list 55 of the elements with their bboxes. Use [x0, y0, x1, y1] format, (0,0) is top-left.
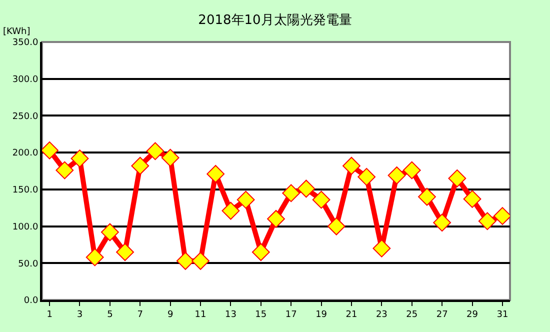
y-tick-label: 350.0: [12, 38, 38, 48]
point: [372, 239, 391, 258]
point: [342, 156, 360, 175]
point: [206, 165, 225, 183]
x-tick-label: 9: [167, 310, 174, 320]
point: [116, 243, 134, 262]
point: [192, 252, 210, 270]
x-tick-label: 17: [285, 310, 297, 320]
x-tick-label: 5: [107, 310, 113, 320]
x-tick-label: 3: [76, 310, 83, 320]
point: [297, 180, 316, 198]
x-tick-label: 15: [255, 310, 267, 320]
point: [252, 243, 270, 262]
y-tick-label: 200.0: [12, 148, 38, 159]
x-tick-label: 31: [496, 310, 508, 320]
point: [478, 212, 496, 230]
x-tick-label: 1: [46, 310, 52, 320]
point: [222, 202, 240, 220]
point: [131, 156, 150, 175]
chart-title: 2018年10月太陽光発電量: [198, 13, 352, 28]
x-tick-label: 11: [194, 310, 206, 320]
point: [327, 217, 346, 236]
y-axis-title: [KWh]: [3, 27, 30, 37]
point: [86, 248, 104, 266]
point: [433, 214, 452, 232]
y-tick-label: 300.0: [12, 75, 38, 86]
point: [388, 166, 406, 184]
point: [312, 190, 330, 209]
x-tick-label: 7: [137, 310, 143, 320]
y-tick-label: 100.0: [12, 222, 38, 232]
point: [236, 190, 255, 209]
point: [161, 148, 180, 167]
x-tick-label: 19: [316, 310, 328, 320]
x-tick-label: 25: [406, 310, 418, 320]
point: [282, 184, 300, 202]
x-tick-label: 23: [376, 310, 388, 320]
y-tick-label: 150.0: [12, 186, 38, 196]
point: [56, 161, 74, 180]
x-tick-label: 29: [466, 310, 478, 320]
point: [448, 169, 466, 188]
x-tick-label: 27: [436, 310, 448, 320]
x-tick-label: 13: [224, 310, 236, 320]
point: [358, 168, 376, 186]
point: [463, 190, 482, 208]
point: [267, 210, 285, 228]
y-tick-label: 0.0: [24, 296, 38, 306]
y-tick-label: 250.0: [12, 112, 38, 122]
point: [418, 188, 436, 206]
point: [402, 161, 421, 180]
point: [146, 142, 164, 160]
y-tick-label: 50.0: [18, 259, 38, 270]
point: [176, 252, 194, 270]
point: [100, 223, 119, 242]
point: [70, 150, 89, 168]
x-tick-label: 21: [346, 310, 358, 320]
